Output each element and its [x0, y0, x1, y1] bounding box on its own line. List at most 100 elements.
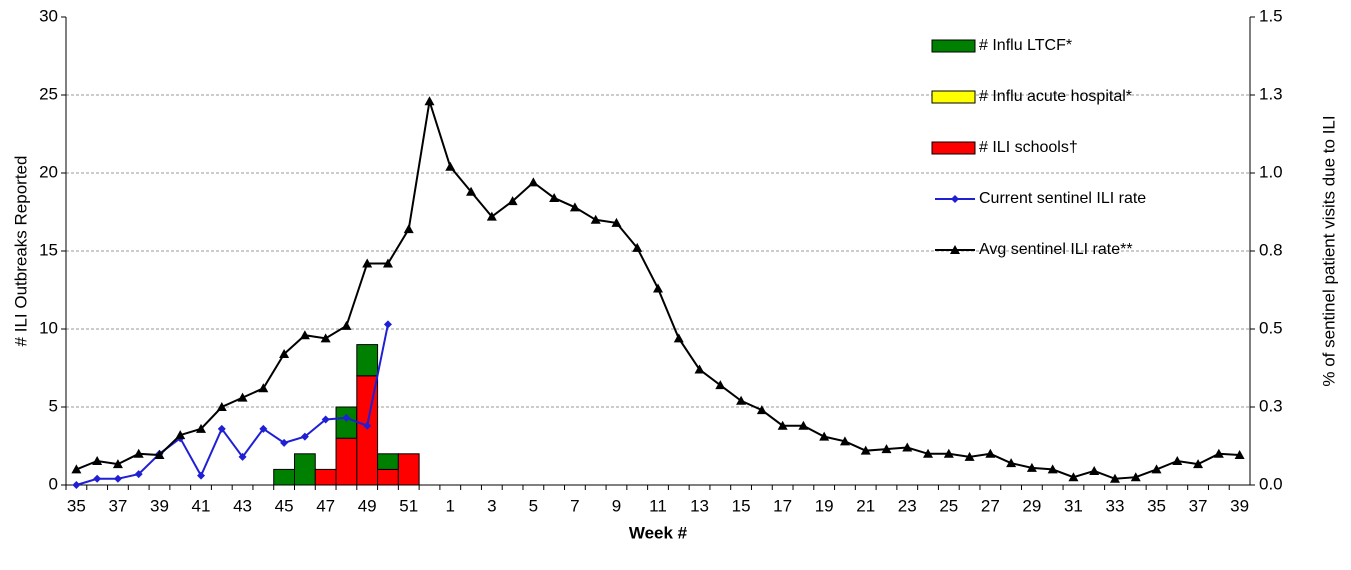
point — [1234, 450, 1245, 460]
point — [238, 452, 247, 461]
point — [196, 423, 207, 433]
x-tick-label: 49 — [358, 496, 377, 515]
x-tick-label: 37 — [1189, 496, 1208, 515]
point — [341, 320, 352, 330]
point — [736, 395, 747, 405]
point — [777, 420, 788, 430]
x-tick-label: 19 — [815, 496, 834, 515]
point — [383, 320, 392, 329]
point — [1068, 472, 1079, 482]
x-tick-label: 31 — [1064, 496, 1083, 515]
point — [1089, 465, 1100, 475]
legend-label: Current sentinel ILI rate — [979, 190, 1146, 207]
bar — [377, 453, 399, 470]
bar — [293, 453, 316, 486]
point — [943, 448, 954, 458]
x-tick-label: 23 — [898, 496, 917, 515]
x-tick-label: 39 — [150, 496, 169, 515]
y2-tick-label: 0.8 — [1259, 240, 1283, 259]
legend-label: # Influ acute hospital* — [979, 88, 1132, 105]
point — [569, 202, 580, 212]
point — [362, 258, 373, 268]
x-tick-label: 15 — [732, 496, 751, 515]
x-tick-label: 37 — [108, 496, 127, 515]
legend-label: Avg sentinel ILI rate** — [979, 241, 1133, 258]
point — [798, 420, 809, 430]
x-tick-label: 25 — [939, 496, 958, 515]
point — [694, 364, 705, 374]
x-tick-label: 39 — [1230, 496, 1249, 515]
point — [1006, 458, 1017, 468]
point — [839, 436, 850, 446]
legend-marker — [950, 245, 960, 254]
point — [1172, 455, 1183, 465]
y-axis-title: # ILI Outbreaks Reported — [11, 156, 30, 347]
point — [363, 421, 372, 430]
point — [154, 450, 165, 460]
point — [923, 448, 934, 458]
y-tick-label: 25 — [39, 84, 58, 103]
y-tick-label: 30 — [39, 6, 58, 25]
bar — [314, 468, 337, 486]
point — [985, 448, 996, 458]
y2-tick-label: 0.0 — [1259, 474, 1283, 493]
point — [403, 224, 414, 234]
point — [549, 192, 560, 202]
point — [342, 413, 351, 422]
point — [237, 392, 248, 402]
point — [632, 242, 643, 252]
x-tick-label: 35 — [67, 496, 86, 515]
bar — [356, 344, 379, 377]
point — [611, 217, 622, 227]
x-tick-label: 45 — [275, 496, 294, 515]
y2-tick-label: 1.3 — [1259, 84, 1283, 103]
x-tick-label: 7 — [570, 496, 579, 515]
y-tick-label: 5 — [49, 396, 58, 415]
y-tick-label: 15 — [39, 240, 58, 259]
point — [217, 424, 226, 433]
y-tick-label: 10 — [39, 318, 58, 337]
point — [1047, 464, 1058, 474]
point — [280, 438, 289, 447]
point — [1151, 464, 1162, 474]
x-tick-label: 3 — [487, 496, 496, 515]
legend-swatch — [931, 39, 976, 53]
x-tick-label: 17 — [773, 496, 792, 515]
point — [134, 470, 143, 479]
point — [279, 348, 290, 358]
x-tick-label: 47 — [316, 496, 335, 515]
point — [507, 196, 518, 206]
point — [715, 380, 726, 390]
y-tick-label: 0 — [49, 474, 58, 493]
point — [299, 330, 310, 340]
point — [92, 455, 103, 465]
point — [466, 186, 477, 196]
point — [964, 451, 975, 461]
x-tick-label: 9 — [612, 496, 621, 515]
point — [72, 481, 81, 489]
y2-tick-label: 1.5 — [1259, 6, 1283, 25]
point — [93, 474, 102, 483]
point — [259, 424, 268, 433]
x-tick-label: 43 — [233, 496, 252, 515]
point — [590, 214, 601, 224]
point — [1213, 448, 1224, 458]
point — [1130, 472, 1141, 482]
x-tick-label: 5 — [529, 496, 538, 515]
point — [445, 161, 456, 171]
point — [881, 444, 892, 454]
point — [113, 474, 122, 483]
legend-marker — [951, 195, 959, 203]
point — [258, 383, 269, 393]
y2-tick-label: 0.3 — [1259, 396, 1283, 415]
line — [76, 324, 389, 486]
x-tick-label: 51 — [399, 496, 418, 515]
point — [71, 464, 82, 474]
point — [756, 405, 767, 415]
x-tick-label: 1 — [446, 496, 455, 515]
x-tick-label: 21 — [856, 496, 875, 515]
x-tick-label: 33 — [1106, 496, 1125, 515]
point — [133, 448, 144, 458]
y2-tick-label: 1.0 — [1259, 162, 1283, 181]
